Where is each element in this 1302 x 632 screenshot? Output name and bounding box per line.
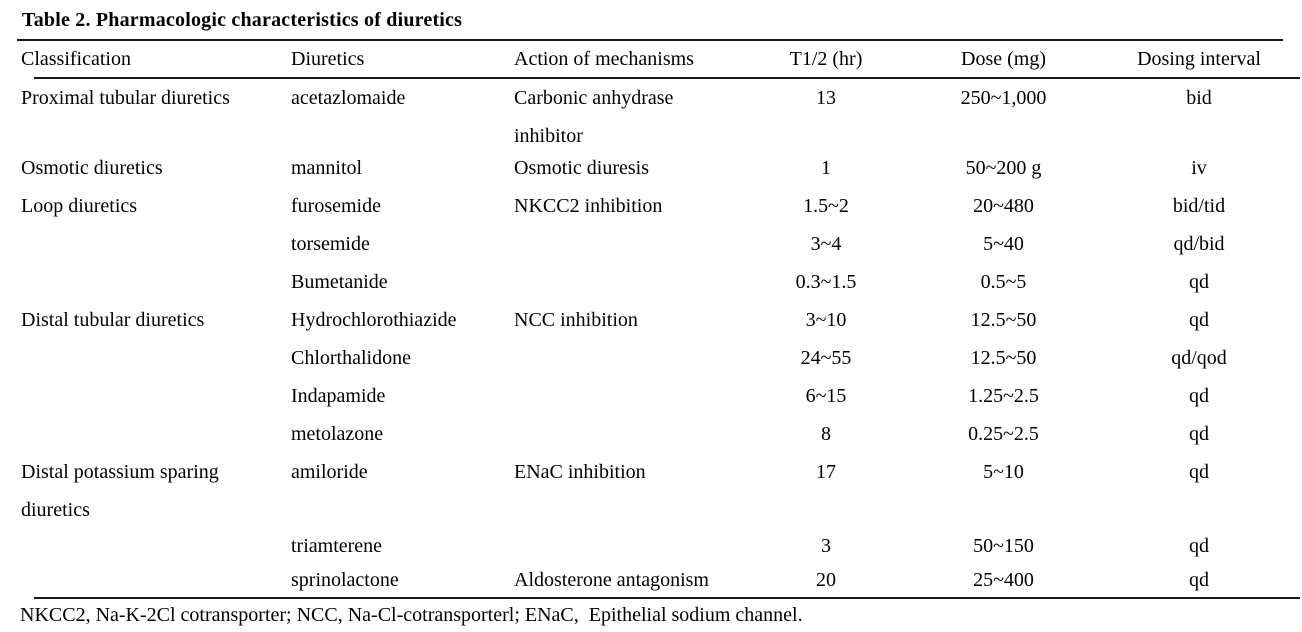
diuretic-cell: acetazlomaide [291,87,406,109]
rule-bottom [34,597,1300,599]
classification-cell: Distal tubular diuretics [21,309,205,331]
interval-cell: qd [1189,385,1209,407]
interval-cell: bid/tid [1172,195,1226,217]
diuretic-cell: metolazone [291,423,384,445]
interval-cell: qd [1189,423,1209,445]
dose-cell: 0.5~5 [980,271,1027,293]
action-cell: Osmotic diuresis [514,157,649,179]
header-half-life: T1/2 (hr) [789,48,863,70]
half-life-cell: 3~4 [810,233,842,255]
table-row: torsemide 3~4 5~40 qd/bid [17,225,1283,263]
table-row: Bumetanide 0.3~1.5 0.5~5 qd [17,263,1283,301]
table-row: Distal tubular diuretics Hydrochlorothia… [17,301,1283,339]
interval-cell: qd [1189,461,1209,483]
dose-cell: 50~200 g [965,157,1042,179]
diuretic-cell: Hydrochlorothiazide [291,309,457,331]
rule-header [34,77,1300,79]
action-cell: ENaC inhibition [514,461,646,483]
dose-cell: 0.25~2.5 [968,423,1039,445]
table-row: Indapamide 6~15 1.25~2.5 qd [17,377,1283,415]
dose-cell: 20~480 [973,195,1034,217]
header-diuretics: Diuretics [291,48,365,70]
interval-cell: iv [1191,157,1207,179]
table-row: Osmotic diuretics mannitol Osmotic diure… [17,149,1283,187]
half-life-cell: 0.3~1.5 [795,271,857,293]
header-action: Action of mechanisms [514,48,694,70]
classification-cell: Proximal tubular diuretics [21,87,230,109]
dose-cell: 12.5~50 [970,347,1037,369]
interval-cell: qd [1189,535,1209,557]
half-life-cell: 6~15 [805,385,847,407]
half-life-cell: 17 [816,461,836,483]
half-life-cell: 24~55 [800,347,852,369]
table-header-row: Classification Diuretics Action of mecha… [17,41,1283,77]
diuretic-cell: sprinolactone [291,569,399,591]
interval-cell: bid [1186,87,1212,109]
classification-cell: Loop diuretics [21,195,138,217]
diuretic-cell: furosemide [291,195,381,217]
diuretic-cell: Chlorthalidone [291,347,411,369]
diuretic-cell: amiloride [291,461,368,483]
table-row: triamterene 3 50~150 qd [17,527,1283,563]
half-life-cell: 20 [816,569,836,591]
rule-top [17,39,1283,41]
dose-cell: 5~40 [983,233,1024,255]
diuretic-cell: triamterene [291,535,383,557]
half-life-cell: 3~10 [805,309,847,331]
classification-cell: Osmotic diuretics [21,157,163,179]
table-row: Chlorthalidone 24~55 12.5~50 qd/qod [17,339,1283,377]
classification-cell: Distal potassium sparing diuretics [21,461,219,521]
header-interval: Dosing interval [1137,48,1261,70]
half-life-cell: 13 [816,87,836,109]
dose-cell: 250~1,000 [960,87,1047,109]
diuretic-cell: Bumetanide [291,271,388,293]
diuretic-cell: torsemide [291,233,370,255]
diuretic-cell: Indapamide [291,385,386,407]
dose-cell: 25~400 [973,569,1034,591]
half-life-cell: 8 [821,423,831,445]
interval-cell: qd [1189,271,1209,293]
action-cell: NCC inhibition [514,309,638,331]
dose-cell: 50~150 [973,535,1034,557]
table-footnote: NKCC2, Na-K-2Cl cotransporter; NCC, Na-C… [20,604,803,626]
interval-cell: qd [1189,569,1209,591]
action-cell: NKCC2 inhibition [514,195,663,217]
diuretic-cell: mannitol [291,157,363,179]
table-row: metolazone 8 0.25~2.5 qd [17,415,1283,453]
header-classification: Classification [21,48,131,70]
table-row: Loop diuretics furosemide NKCC2 inhibiti… [17,187,1283,225]
table-title: Table 2. Pharmacologic characteristics o… [22,9,463,31]
table-row: Distal potassium sparing diuretics amilo… [17,453,1283,527]
header-dose: Dose (mg) [961,48,1046,70]
action-cell: Aldosterone antagonism [514,569,709,591]
table-row: sprinolactone Aldosterone antagonism 20 … [17,563,1283,597]
half-life-cell: 1.5~2 [803,195,849,217]
dose-cell: 12.5~50 [970,309,1037,331]
interval-cell: qd/bid [1173,233,1225,255]
interval-cell: qd/qod [1171,347,1227,369]
diuretics-table: Classification Diuretics Action of mecha… [17,41,1300,599]
action-cell: Carbonic anhydrase inhibitor [514,87,674,147]
dose-cell: 1.25~2.5 [968,385,1039,407]
half-life-cell: 1 [821,157,831,179]
half-life-cell: 3 [821,535,831,557]
dose-cell: 5~10 [983,461,1024,483]
table-row: Proximal tubular diuretics acetazlomaide… [17,79,1283,149]
interval-cell: qd [1189,309,1209,331]
